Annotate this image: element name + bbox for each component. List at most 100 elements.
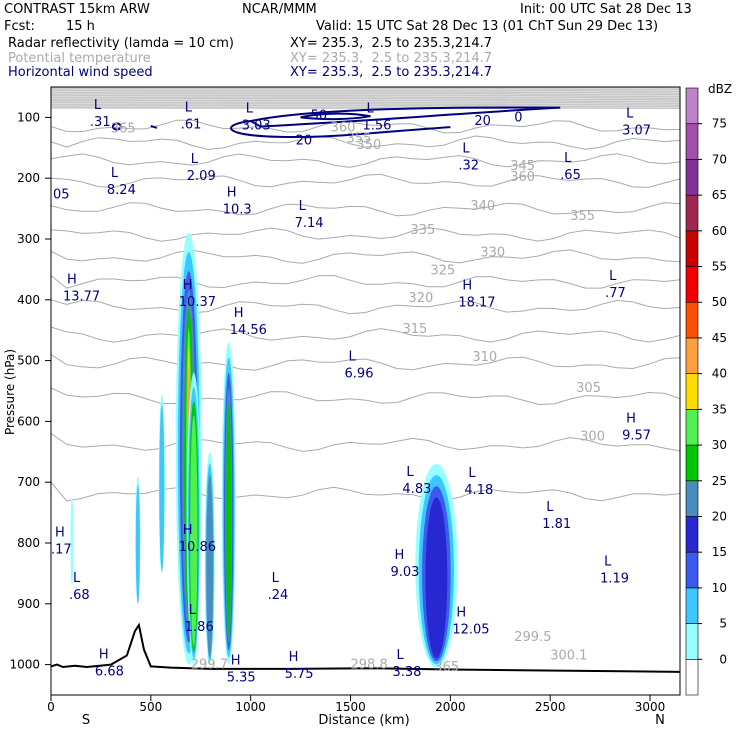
theta-label: 300 <box>580 430 605 445</box>
extremum-marker-H: H <box>394 548 404 563</box>
colorbar-level-label: 45 <box>712 331 727 345</box>
plot-content: 365 3603553503453403353303253203153103053… <box>51 87 680 686</box>
terrain-line <box>51 622 680 673</box>
colorbar-level-label: 70 <box>712 152 727 166</box>
theta-label: 325 <box>430 264 455 279</box>
theta-label: 335 <box>410 223 435 238</box>
extremum-marker-L: L <box>396 648 404 663</box>
extremum-marker-L: L <box>546 500 554 515</box>
extremum-marker-L: L <box>111 166 119 181</box>
theta-label: 298.8 <box>351 658 388 673</box>
theta-label: 300.1 <box>550 648 587 663</box>
x-tick-label: 2500 <box>535 700 566 714</box>
extremum-marker-L: L <box>185 100 193 115</box>
extremum-value: .31 <box>90 115 111 130</box>
extremum-marker-L: L <box>468 466 476 481</box>
extremum-value: 18.17 <box>458 296 495 311</box>
theta-label: 355 <box>347 132 372 147</box>
colorbar-level-label: 15 <box>712 545 727 559</box>
reflectivity-cell <box>226 403 232 636</box>
extremum-marker-H: H <box>456 606 466 621</box>
theta-contour <box>51 433 680 452</box>
theta-contour <box>51 387 680 406</box>
model-name: CONTRAST 15km ARW <box>4 2 150 17</box>
colorbar-segment <box>685 480 699 517</box>
colorbar-segment <box>685 623 699 660</box>
theta-label: 365 <box>111 121 136 136</box>
field-name-reflectivity: Radar reflectivity (lamda = 10 cm) <box>8 36 234 51</box>
colorbar-segment <box>685 551 699 589</box>
isentrope-line <box>51 106 680 110</box>
extremum-value: 7.14 <box>295 216 324 231</box>
extremum-marker-H: H <box>183 278 193 293</box>
extremum-marker-L: L <box>272 571 280 586</box>
extremum-value: 1.86 <box>185 620 214 635</box>
isentrope-line <box>51 104 680 107</box>
field-name-wind: Horizontal wind speed <box>8 65 153 80</box>
extremum-marker-L: L <box>366 102 374 117</box>
colorbar-segment <box>685 444 699 482</box>
colorbar-level-label: 5 <box>719 617 727 631</box>
colorbar-level-label: 40 <box>712 367 727 381</box>
colorbar-level-label: 30 <box>712 438 727 452</box>
theta-contour <box>51 173 680 189</box>
extremum-marker-H: H <box>227 186 237 201</box>
y-tick-label: 600 <box>17 414 40 428</box>
reflectivity-cell <box>159 404 165 572</box>
y-tick-label: 500 <box>17 354 40 368</box>
extremum-value: 3.03 <box>242 119 271 134</box>
colorbar-level-label: 0 <box>719 652 727 666</box>
y-axis-label: Pressure (hPa) <box>3 349 17 435</box>
reflectivity-cell <box>190 415 198 646</box>
theta-label: 345 <box>510 159 535 174</box>
colorbar-unit: dBZ <box>708 82 732 96</box>
colorbar-segment <box>685 516 699 553</box>
theta-label: 365 <box>434 660 459 675</box>
extremum-marker-H: H <box>289 650 299 665</box>
colorbar-level-label: 50 <box>712 295 727 309</box>
y-tick-label: 100 <box>17 110 40 124</box>
field-xy-theta: XY= 235.3, 2.5 to 235.3,214.7 <box>290 51 493 66</box>
colorbar-segment <box>685 194 699 232</box>
theta-label: 350 <box>357 138 382 153</box>
field-xy-wind: XY= 235.3, 2.5 to 235.3,214.7 <box>290 65 493 80</box>
extremum-value: .61 <box>181 117 202 132</box>
x-end-label-south: S <box>82 713 90 728</box>
colorbar-segment <box>685 266 699 303</box>
wind-label: 20 <box>296 134 313 149</box>
wind-contour-50 <box>300 112 371 121</box>
theta-label: 355 <box>570 209 595 224</box>
theta-label: 310 <box>472 350 497 365</box>
wind-contour-small <box>111 122 122 131</box>
field-xy-reflectivity: XY= 235.3, 2.5 to 235.3,214.7 <box>290 36 493 51</box>
plot-frame <box>50 86 681 696</box>
extremum-value: 10.86 <box>179 540 216 555</box>
colorbar-segment <box>685 87 699 125</box>
extremum-value: 5.75 <box>285 667 314 682</box>
extremum-value: 2.09 <box>187 169 216 184</box>
extremum-value: 05 <box>53 187 70 202</box>
extremum-marker-L: L <box>73 571 81 586</box>
extremum-marker-L: L <box>94 98 102 113</box>
theta-label: 315 <box>402 322 427 337</box>
fcst-value: 15 h <box>66 19 95 34</box>
extremum-marker-L: L <box>246 102 254 117</box>
reflectivity-cell <box>135 484 140 604</box>
isentrope-line <box>51 97 680 100</box>
theta-contour <box>51 153 680 168</box>
extremum-marker-L: L <box>626 106 634 121</box>
y-tick-label: 300 <box>17 232 40 246</box>
x-tick-label: 1000 <box>235 700 266 714</box>
x-end-label-north: N <box>655 713 665 728</box>
extremum-marker-L: L <box>191 152 199 167</box>
extremum-value: 9.03 <box>390 565 419 580</box>
isentrope-line <box>51 94 680 98</box>
field-name-theta: Potential temperature <box>8 51 151 66</box>
wind-label: 0 <box>514 110 522 125</box>
theta-contour <box>51 119 680 134</box>
extremum-marker-H: H <box>234 306 244 321</box>
theta-contour <box>51 202 680 217</box>
y-tick-label: 200 <box>17 171 40 185</box>
theta-contour <box>51 326 680 343</box>
